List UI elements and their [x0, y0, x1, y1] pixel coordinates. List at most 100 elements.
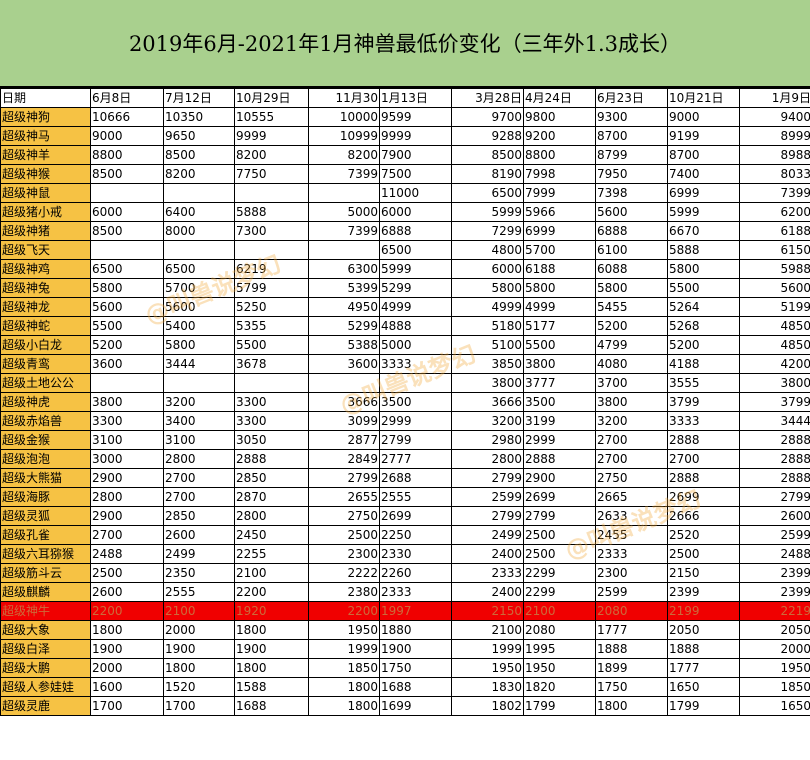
table-cell: 3600: [90, 354, 164, 374]
table-cell: 2800: [451, 449, 524, 469]
row-label: 超级神羊: [0, 145, 91, 165]
table-cell: 7399: [308, 221, 380, 241]
table-cell: 5100: [451, 335, 524, 355]
table-cell: 1802: [451, 696, 524, 716]
table-cell: 5268: [667, 316, 740, 336]
table-cell: 8988: [739, 145, 810, 165]
table-row: 超级神马 9000 9650 9999 10999 9999 9288 9200 8700 919…: [0, 126, 810, 146]
table-cell: 8500: [451, 145, 524, 165]
table-cell: 2299: [523, 582, 596, 602]
table-cell: 2800: [234, 506, 309, 526]
table-cell: 8190: [451, 164, 524, 184]
table-cell: 9700: [451, 107, 524, 127]
table-cell: 2100: [451, 620, 524, 640]
table-cell: 8799: [595, 145, 668, 165]
table-cell: 3666: [308, 392, 380, 412]
row-label: 超级神猴: [0, 164, 91, 184]
table-cell: 1688: [379, 677, 452, 697]
table-cell: 2050: [739, 620, 810, 640]
table-cell: 2700: [667, 449, 740, 469]
table-cell: 7500: [379, 164, 452, 184]
table-cell: 2700: [163, 468, 235, 488]
table-cell: 1800: [308, 696, 380, 716]
column-header: 10月29日: [234, 88, 309, 108]
table-cell: 3850: [451, 354, 524, 374]
table-cell: 7399: [308, 164, 380, 184]
table-cell: 1999: [451, 639, 524, 659]
table-row: 超级麒麟 2600 2555 2200 2380 2333 2400 2299 2599 2399…: [0, 582, 810, 602]
table-cell: 3200: [595, 411, 668, 431]
table-cell: 5600: [163, 297, 235, 317]
table-cell: 2700: [90, 525, 164, 545]
table-cell: 3500: [523, 392, 596, 412]
table-row: 超级大熊猫 2900 2700 2850 2799 2688 2799 2900 2750 288…: [0, 468, 810, 488]
table-cell: 3799: [667, 392, 740, 412]
table-cell: 2900: [90, 468, 164, 488]
table-cell: 2500: [667, 544, 740, 564]
table-cell: 5500: [90, 316, 164, 336]
row-label: 超级人参娃娃: [0, 677, 91, 697]
table-cell: 5966: [523, 202, 596, 222]
table-cell: 2450: [234, 525, 309, 545]
table-cell: 1800: [90, 620, 164, 640]
table-cell: 5700: [163, 278, 235, 298]
table-cell: 2850: [234, 468, 309, 488]
row-label: 超级青鸾: [0, 354, 91, 374]
table-cell: 5199: [739, 297, 810, 317]
table-cell: 9000: [90, 126, 164, 146]
table-cell: 2380: [308, 582, 380, 602]
table-cell: 1997: [379, 601, 452, 621]
table-cell: 9000: [667, 107, 740, 127]
table-cell: 8200: [308, 145, 380, 165]
table-cell: 2500: [90, 563, 164, 583]
table-cell: 9400: [739, 107, 810, 127]
table-row: 超级神猪 8500 8000 7300 7399 6888 7299 6999 6888 6670…: [0, 221, 810, 241]
table-cell: 1799: [523, 696, 596, 716]
table-cell: 2699: [523, 487, 596, 507]
table-cell: 1700: [163, 696, 235, 716]
table-cell: 4080: [595, 354, 668, 374]
table-cell: [163, 183, 235, 203]
table-cell: 2888: [739, 468, 810, 488]
table-cell: 1800: [595, 696, 668, 716]
table-cell: 10555: [234, 107, 309, 127]
table-cell: 2455: [595, 525, 668, 545]
table-cell: [308, 240, 380, 260]
table-cell: 6200: [739, 202, 810, 222]
table-cell: 7998: [523, 164, 596, 184]
table-cell: 2870: [234, 487, 309, 507]
table-cell: 6999: [523, 221, 596, 241]
table-cell: 1900: [163, 639, 235, 659]
table-cell: 5299: [308, 316, 380, 336]
table-cell: 2888: [739, 430, 810, 450]
table-cell: 7950: [595, 164, 668, 184]
table-cell: 3200: [451, 411, 524, 431]
table-cell: 9300: [595, 107, 668, 127]
table-cell: 2699: [379, 506, 452, 526]
column-header: 7月12日: [163, 88, 235, 108]
table-row: 超级白泽 1900 1900 1900 1999 1900 1999 1995 1888 1888…: [0, 639, 810, 659]
column-header: 1月9日: [739, 88, 810, 108]
table-cell: 2400: [451, 582, 524, 602]
table-cell: 6000: [90, 202, 164, 222]
table-cell: 5999: [379, 259, 452, 279]
table-cell: 5299: [379, 278, 452, 298]
table-cell: 8500: [163, 145, 235, 165]
table-cell: 2699: [667, 487, 740, 507]
table-cell: 3099: [308, 411, 380, 431]
row-label: 超级金猴: [0, 430, 91, 450]
table-cell: 2100: [523, 601, 596, 621]
row-label: 超级神鼠: [0, 183, 91, 203]
table-cell: 10000: [308, 107, 380, 127]
table-cell: 9999: [379, 126, 452, 146]
column-header: 11月30: [308, 88, 380, 108]
table-cell: 2700: [595, 449, 668, 469]
row-label: 超级神兔: [0, 278, 91, 298]
table-cell: 2799: [451, 506, 524, 526]
table-cell: 1520: [163, 677, 235, 697]
table-cell: 2750: [595, 468, 668, 488]
row-label: 超级神马: [0, 126, 91, 146]
table-row: 超级小白龙 5200 5800 5500 5388 5000 5100 5500 4799 520…: [0, 335, 810, 355]
table-cell: 2799: [739, 487, 810, 507]
table-cell: 7399: [739, 183, 810, 203]
